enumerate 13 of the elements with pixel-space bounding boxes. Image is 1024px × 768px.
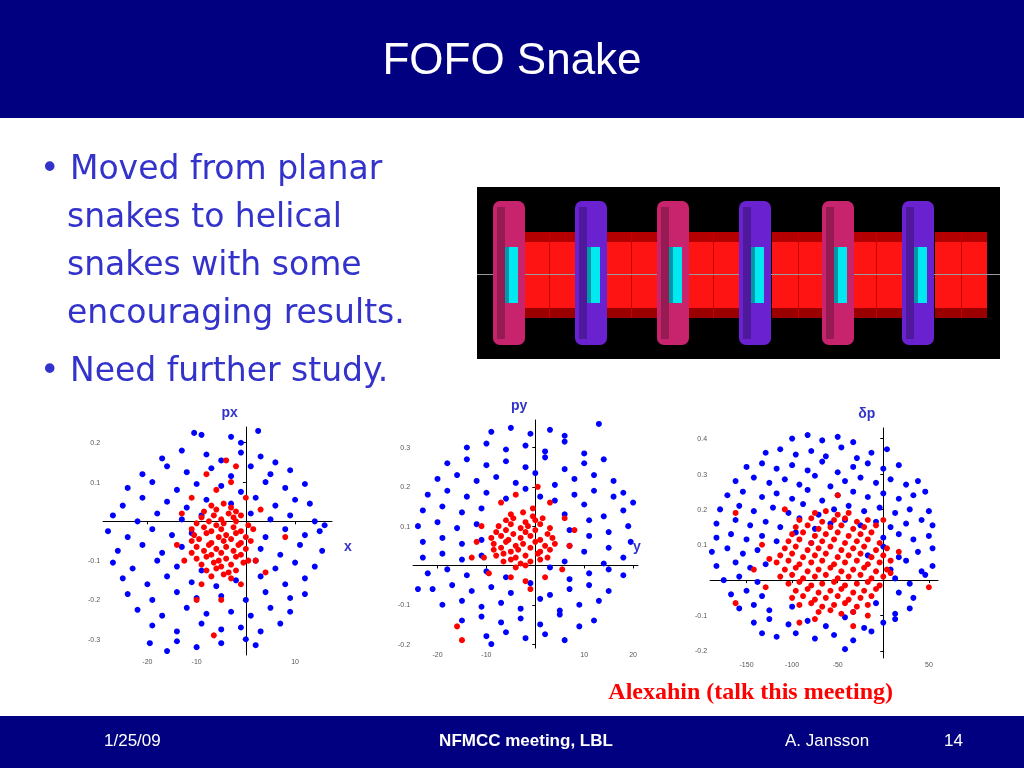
text: • Need further study. — [40, 349, 390, 391]
x-axis-title: y — [633, 538, 641, 555]
text: FOFO Snake — [0, 0, 1024, 118]
text: Alexahin (talk this meeting) — [608, 678, 893, 705]
x-axis-title: x — [344, 538, 352, 555]
y-axis-title: py — [510, 397, 528, 413]
text: • Moved from planar snakes to helical snakes with some encouraging results. — [40, 147, 406, 333]
text: A. Jansson — [785, 731, 870, 751]
text: NFMCC meeting, LBL — [439, 731, 613, 751]
text: 14 — [944, 731, 963, 751]
text: 1/25/09 — [104, 731, 161, 751]
y-axis-title: px — [221, 404, 239, 420]
y-axis-title: δp — [858, 405, 876, 421]
